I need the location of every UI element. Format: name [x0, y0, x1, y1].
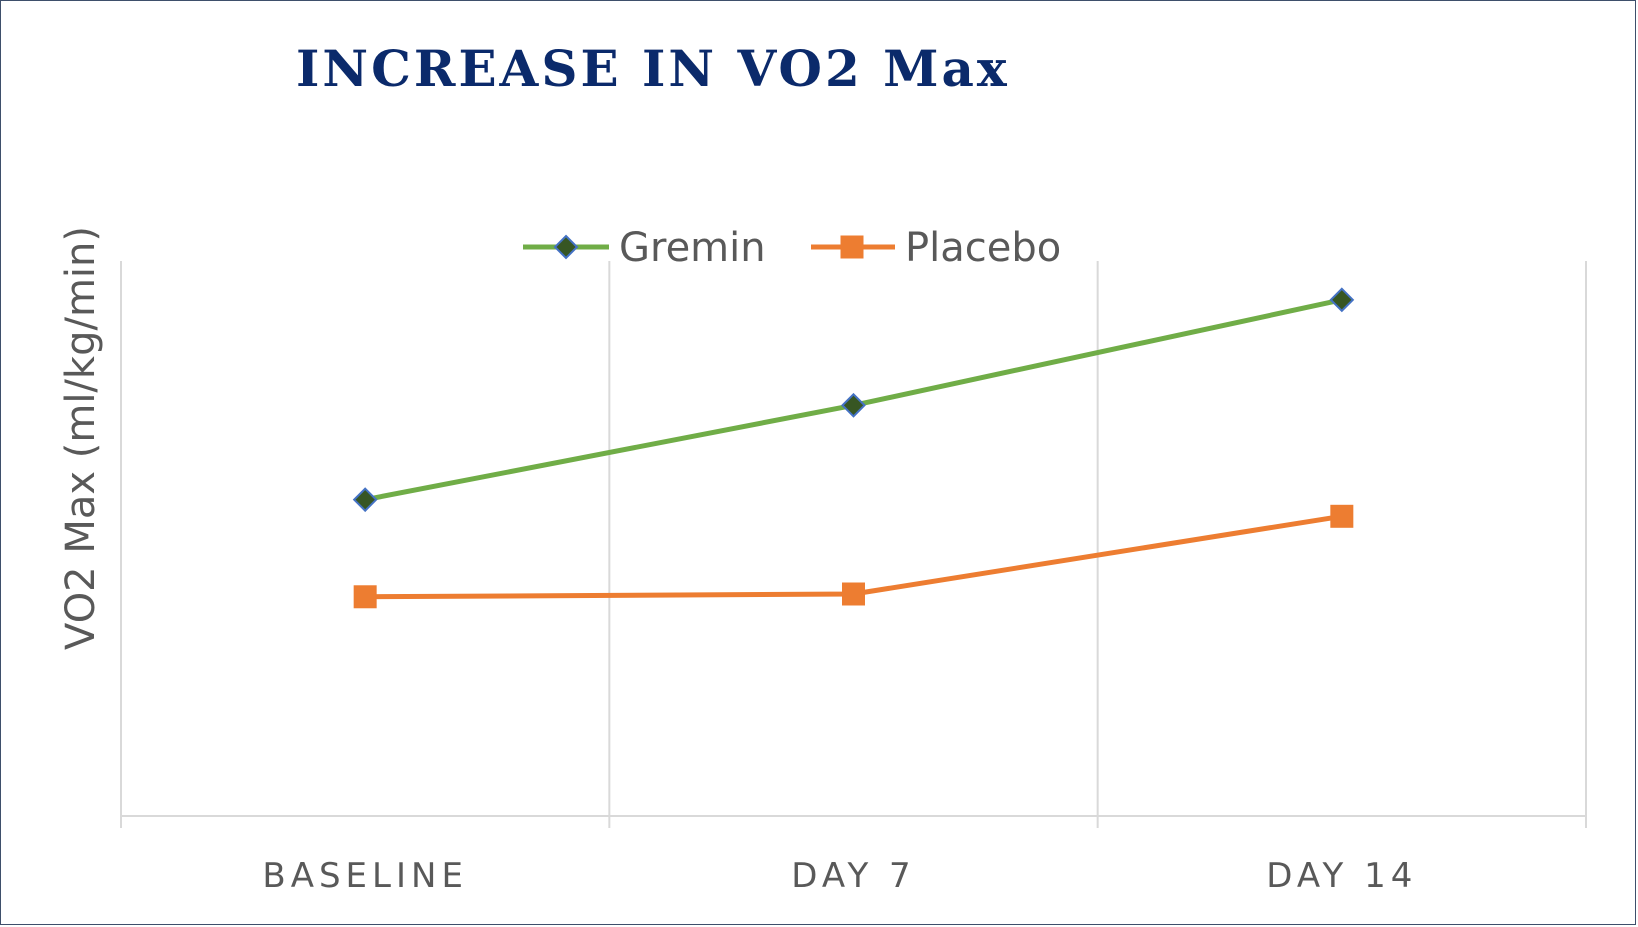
legend-marker-gremin — [553, 234, 579, 260]
grid-layer — [120, 261, 1587, 816]
data-point-placebo — [1330, 504, 1354, 528]
x-tick-label: BASELINE — [262, 856, 468, 896]
legend-label-placebo: Placebo — [905, 225, 1061, 271]
y-axis-label: VO2 Max (ml/kg/min) — [58, 226, 104, 650]
chart-title: INCREASE IN VO2 Max — [296, 39, 1010, 98]
x-tick-label: DAY 14 — [1266, 856, 1417, 896]
data-point-gremin — [1329, 287, 1355, 313]
data-point-placebo — [842, 582, 865, 606]
legend: Gremin Placebo — [523, 225, 1061, 271]
legend-marker-placebo — [840, 235, 864, 259]
x-tick-label: DAY 7 — [791, 856, 915, 896]
series-layer — [352, 287, 1355, 609]
data-point-placebo — [353, 585, 377, 609]
x-axis: BASELINE DAY 7 DAY 14 — [120, 815, 1587, 896]
legend-label-gremin: Gremin — [619, 225, 766, 271]
data-point-gremin — [841, 392, 866, 418]
data-point-gremin — [352, 487, 378, 513]
